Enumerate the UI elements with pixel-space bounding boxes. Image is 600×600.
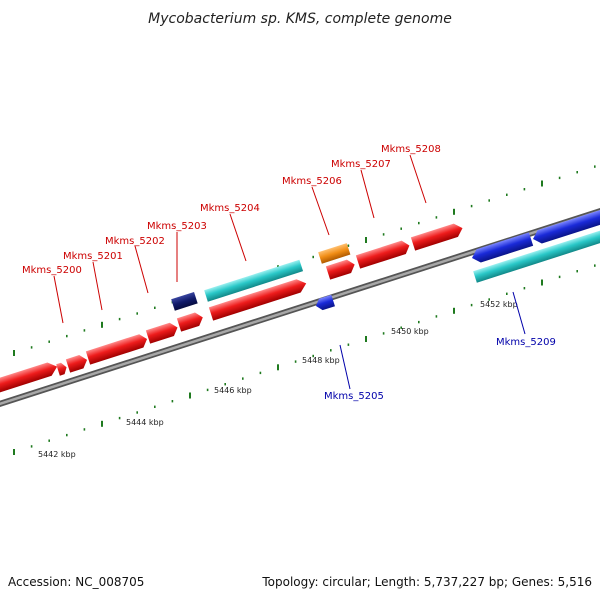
gene-arrow-mkms-5201[interactable] xyxy=(65,353,89,373)
accession-text: Accession: NC_008705 xyxy=(8,575,144,589)
gene-arrow-small[interactable] xyxy=(56,362,68,376)
gene-arrow-mkms-5206[interactable] xyxy=(325,258,357,280)
gene-arrow-mkms-5200[interactable] xyxy=(0,360,59,395)
scale-tick-rows xyxy=(13,165,596,455)
gene-label-mkms-5205[interactable]: Mkms_5205 xyxy=(324,391,384,402)
gene-label-mkms-5209[interactable]: Mkms_5209 xyxy=(496,337,556,348)
gene-arrow-mkms-5209b[interactable] xyxy=(531,207,600,246)
scale-label-5444: 5444 kbp xyxy=(126,418,164,427)
gene-arrow-mkms-5203[interactable] xyxy=(145,321,180,344)
gene-label-mkms-5203[interactable]: Mkms_5203 xyxy=(147,221,207,232)
gene-box-cyan-2[interactable] xyxy=(473,228,600,283)
gene-features xyxy=(0,207,600,395)
gene-label-mkms-5207[interactable]: Mkms_5207 xyxy=(331,159,391,170)
gene-arrow-mkms-5207[interactable] xyxy=(355,239,412,269)
gene-arrow-mkms-5204[interactable] xyxy=(208,277,308,321)
scale-label-5448: 5448 kbp xyxy=(302,356,340,365)
gene-arrow-mkms-5209[interactable] xyxy=(470,232,534,264)
gene-label-mkms-5200[interactable]: Mkms_5200 xyxy=(22,265,82,276)
gene-arrow-mkms-5208[interactable] xyxy=(410,221,465,251)
gene-box-cyan-1[interactable] xyxy=(204,259,304,302)
gene-box-orange[interactable] xyxy=(318,243,351,264)
scale-labels: 5442 kbp 5444 kbp 5446 kbp 5448 kbp 5450… xyxy=(38,300,518,459)
scale-label-5446: 5446 kbp xyxy=(214,386,252,395)
gene-box-navy[interactable] xyxy=(171,291,198,311)
gene-label-mkms-5208[interactable]: Mkms_5208 xyxy=(381,144,441,155)
gene-label-mkms-5206[interactable]: Mkms_5206 xyxy=(282,176,342,187)
gene-arrow-mkms-5205[interactable] xyxy=(314,294,335,312)
gene-label-mkms-5202[interactable]: Mkms_5202 xyxy=(105,236,165,247)
scale-label-5450: 5450 kbp xyxy=(391,327,429,336)
scale-label-5452: 5452 kbp xyxy=(480,300,518,309)
gene-label-mkms-5201[interactable]: Mkms_5201 xyxy=(63,251,123,262)
scale-label-5442: 5442 kbp xyxy=(38,450,76,459)
gene-arrow-mkms-5203b[interactable] xyxy=(176,311,205,332)
gene-arrow-mkms-5202[interactable] xyxy=(85,332,149,365)
gene-labels: Mkms_5200 Mkms_5201 Mkms_5202 Mkms_5203 … xyxy=(22,144,556,402)
genome-summary-text: Topology: circular; Length: 5,737,227 bp… xyxy=(261,575,592,589)
map-title: Mycobacterium sp. KMS, complete genome xyxy=(148,11,452,27)
gene-label-mkms-5204[interactable]: Mkms_5204 xyxy=(200,203,260,214)
label-leader-lines xyxy=(53,154,526,390)
